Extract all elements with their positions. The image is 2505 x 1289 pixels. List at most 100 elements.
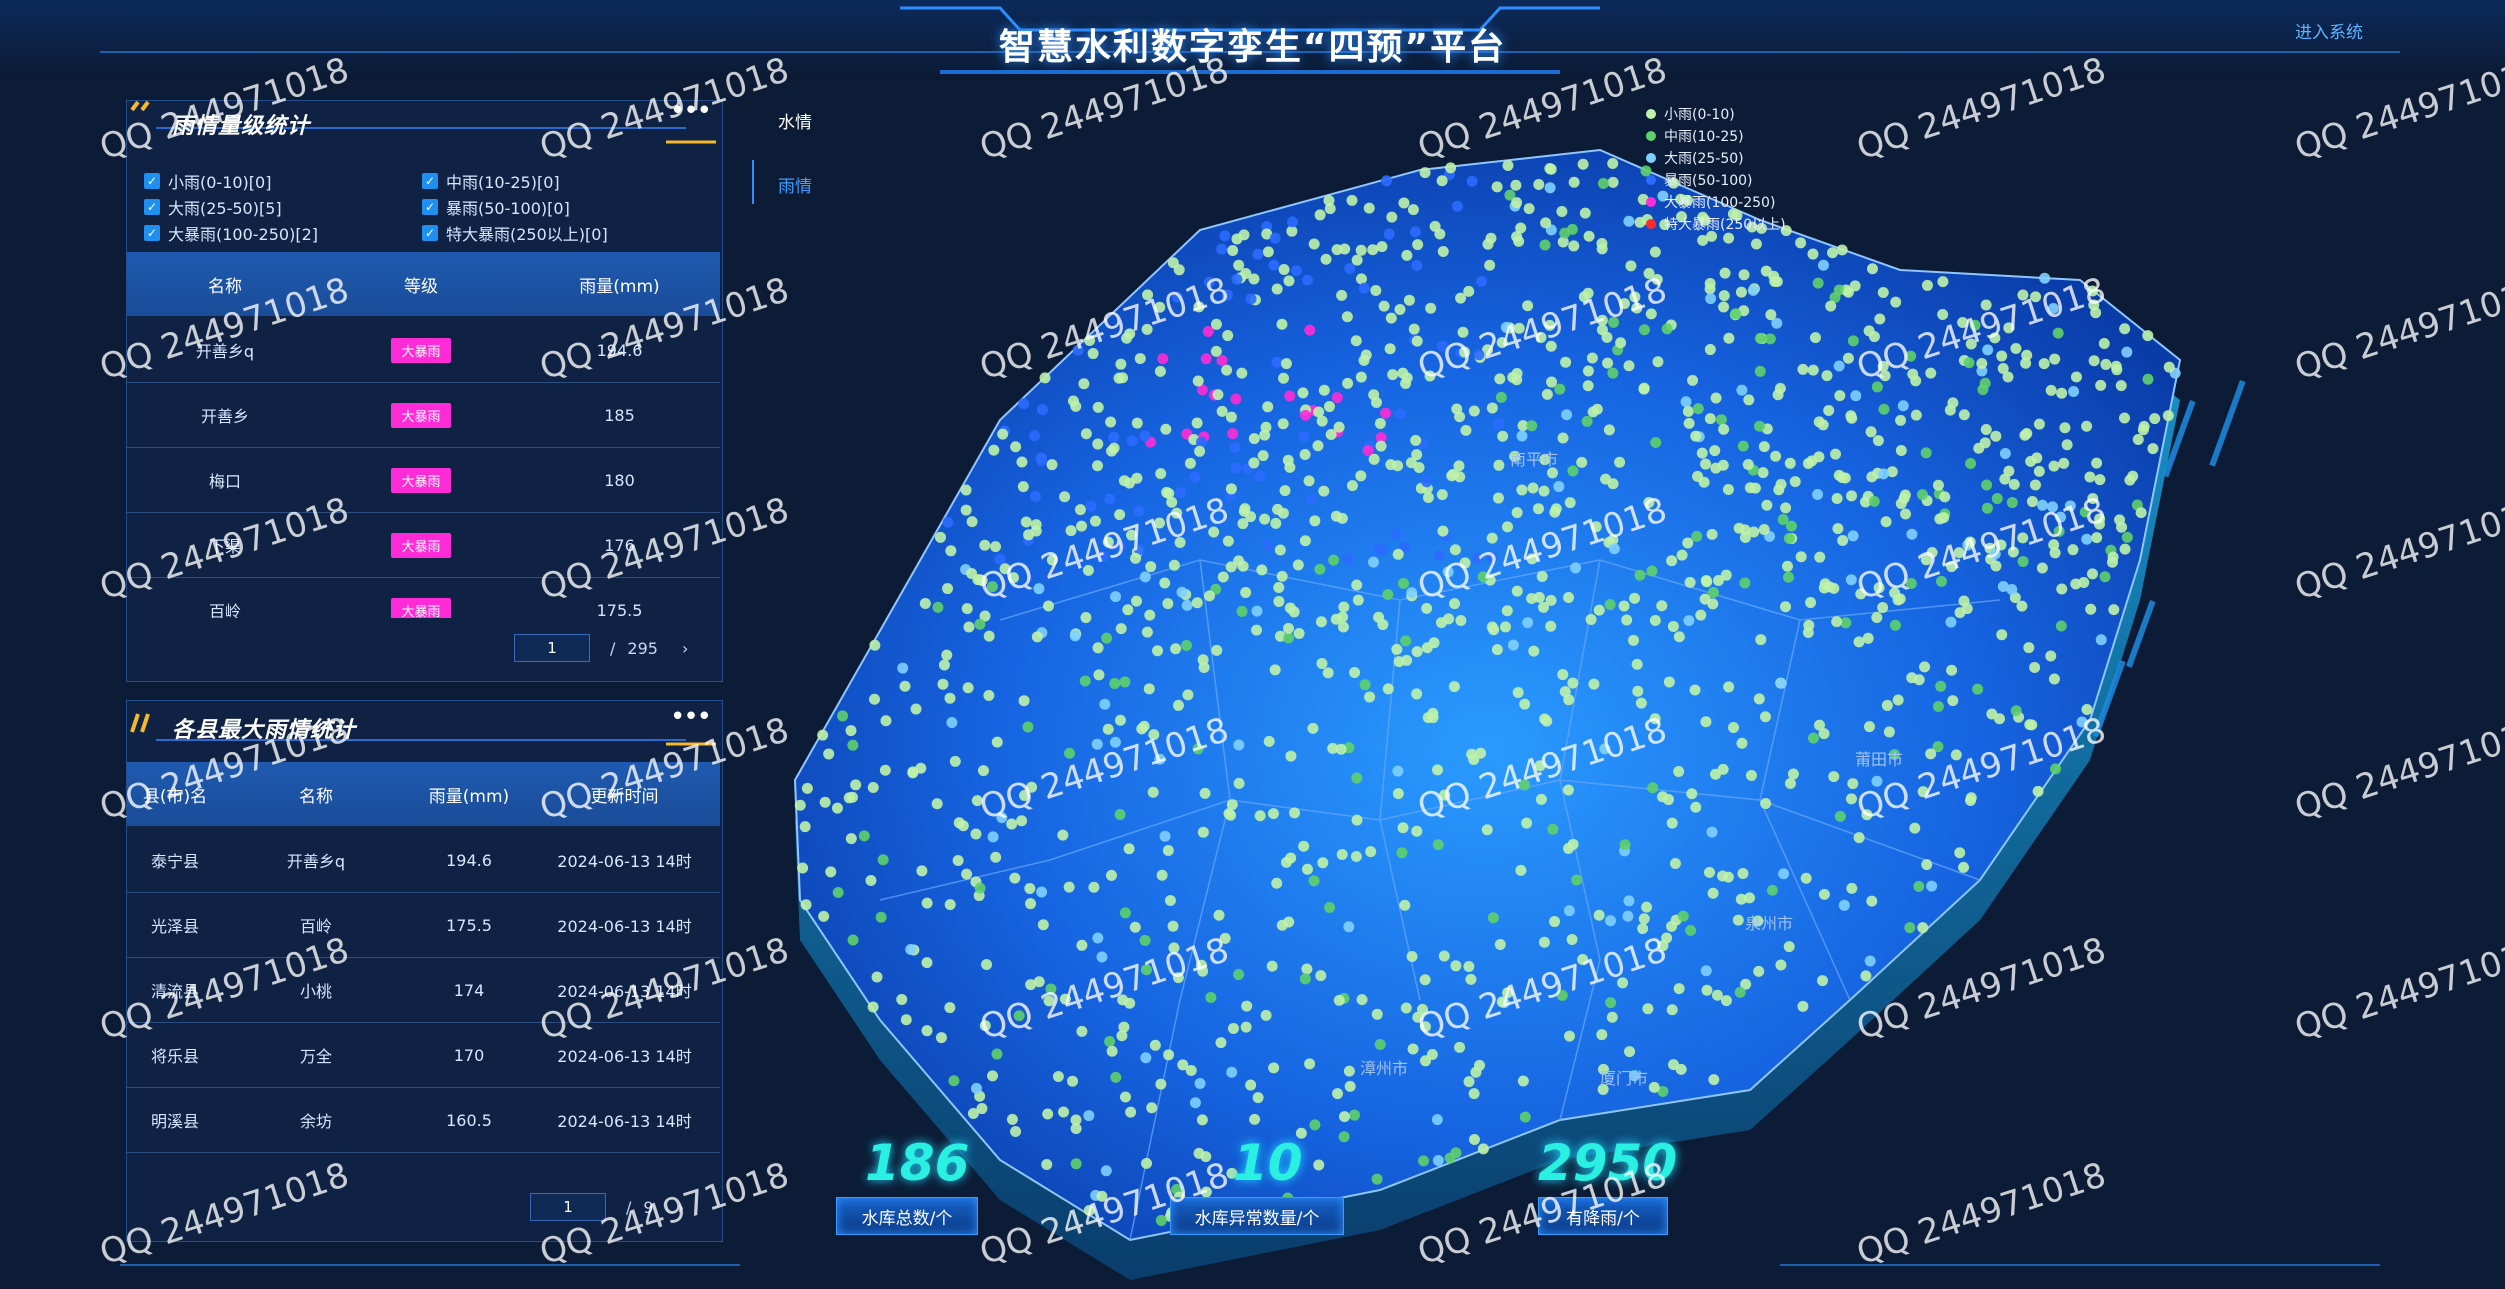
rain-station-marker[interactable] (1411, 259, 1423, 271)
rain-station-marker[interactable] (2058, 457, 2070, 469)
rain-station-marker[interactable] (1070, 1123, 1082, 1135)
rain-station-marker[interactable] (1059, 993, 1071, 1005)
rain-station-marker[interactable] (1119, 1091, 1131, 1103)
rain-station-marker[interactable] (1482, 238, 1494, 250)
table-row[interactable]: 下渠 大暴雨 176 (127, 513, 720, 578)
rain-station-marker[interactable] (1184, 457, 1196, 469)
rain-station-marker[interactable] (1511, 507, 1523, 519)
rain-station-marker[interactable] (1245, 511, 1257, 523)
rain-station-marker[interactable] (1766, 884, 1778, 896)
rain-station-marker[interactable] (946, 716, 958, 728)
rain-station-marker[interactable] (2047, 501, 2059, 513)
rain-station-marker[interactable] (1459, 346, 1471, 358)
rain-station-marker[interactable] (1339, 243, 1351, 255)
legend-heavy-rain[interactable]: 大雨(25-50) (1646, 148, 1744, 168)
rain-station-marker[interactable] (1950, 749, 1962, 761)
rain-station-marker[interactable] (1756, 222, 1768, 234)
rain-station-marker[interactable] (991, 736, 1003, 748)
rain-station-marker[interactable] (1863, 721, 1875, 733)
rain-station-marker[interactable] (1355, 470, 1367, 482)
rain-station-marker[interactable] (1607, 367, 1619, 379)
rain-station-marker[interactable] (1517, 420, 1529, 432)
rain-station-marker[interactable] (1113, 372, 1125, 384)
rain-station-marker[interactable] (1358, 354, 1370, 366)
rain-station-marker[interactable] (1176, 586, 1188, 598)
rain-station-marker[interactable] (1421, 602, 1433, 614)
rain-station-marker[interactable] (1627, 634, 1639, 646)
rain-station-marker[interactable] (1230, 393, 1242, 405)
rain-station-marker[interactable] (1666, 555, 1678, 567)
rain-station-marker[interactable] (1576, 456, 1588, 468)
rain-station-marker[interactable] (1436, 340, 1448, 352)
rain-station-marker[interactable] (1521, 817, 1533, 829)
rain-station-marker[interactable] (1828, 582, 1840, 594)
rain-station-marker[interactable] (1273, 595, 1285, 607)
rain-station-marker[interactable] (1304, 1058, 1316, 1070)
rain-station-marker[interactable] (1691, 530, 1703, 542)
rain-station-marker[interactable] (1348, 1109, 1360, 1121)
rain-station-marker[interactable] (1634, 569, 1646, 581)
rain-station-marker[interactable] (1351, 814, 1363, 826)
rain-station-marker[interactable] (1284, 602, 1296, 614)
rain-station-marker[interactable] (1374, 418, 1386, 430)
rain-station-marker[interactable] (1557, 432, 1569, 444)
rain-station-marker[interactable] (1905, 577, 1917, 589)
rain-station-marker[interactable] (1897, 400, 1909, 412)
rain-station-marker[interactable] (1603, 424, 1615, 436)
rain-station-marker[interactable] (1652, 356, 1664, 368)
rain-station-marker[interactable] (1016, 815, 1028, 827)
rain-station-marker[interactable] (1233, 259, 1245, 271)
rain-station-marker[interactable] (1648, 1081, 1660, 1093)
rain-station-marker[interactable] (1352, 594, 1364, 606)
rain-station-marker[interactable] (1118, 1021, 1130, 1033)
rain-station-marker[interactable] (1523, 203, 1535, 215)
rain-station-marker[interactable] (1638, 913, 1650, 925)
rain-station-marker[interactable] (1164, 894, 1176, 906)
rain-station-marker[interactable] (1043, 995, 1055, 1007)
rain-station-marker[interactable] (1909, 822, 1921, 834)
rain-station-marker[interactable] (1163, 1049, 1175, 1061)
rain-station-marker[interactable] (1500, 621, 1512, 633)
rain-station-marker[interactable] (1046, 459, 1058, 471)
rain-station-marker[interactable] (1195, 436, 1207, 448)
rain-station-marker[interactable] (1935, 680, 1947, 692)
checkbox-icon[interactable]: ✓ (144, 199, 160, 215)
rain-station-marker[interactable] (1144, 609, 1156, 621)
rain-station-marker[interactable] (1539, 239, 1551, 251)
rain-station-marker[interactable] (1563, 842, 1575, 854)
rain-station-marker[interactable] (1160, 423, 1172, 435)
rain-station-marker[interactable] (1981, 479, 1993, 491)
rain-station-marker[interactable] (2038, 358, 2050, 370)
rain-station-marker[interactable] (1325, 428, 1337, 440)
rain-station-marker[interactable] (1118, 475, 1130, 487)
rain-station-marker[interactable] (1539, 454, 1551, 466)
rain-station-marker[interactable] (1042, 600, 1054, 612)
rain-station-marker[interactable] (1700, 458, 1712, 470)
rain-station-marker[interactable] (837, 710, 849, 722)
rain-station-marker[interactable] (1411, 825, 1423, 837)
rain-station-marker[interactable] (970, 1082, 982, 1094)
rain-station-marker[interactable] (961, 603, 973, 615)
rain-station-marker[interactable] (1313, 1159, 1325, 1171)
rain-station-marker[interactable] (1411, 646, 1423, 658)
rain-station-marker[interactable] (1418, 1155, 1430, 1167)
rain-station-marker[interactable] (1501, 605, 1513, 617)
rain-station-marker[interactable] (1085, 500, 1097, 512)
rain-station-marker[interactable] (2016, 600, 2028, 612)
rain-station-marker[interactable] (1557, 236, 1569, 248)
rain-station-marker[interactable] (1159, 830, 1171, 842)
rain-station-marker[interactable] (1448, 681, 1460, 693)
rain-station-marker[interactable] (2064, 500, 2076, 512)
rain-station-marker[interactable] (1553, 481, 1565, 493)
rain-station-marker[interactable] (1396, 847, 1408, 859)
rain-station-marker[interactable] (1661, 323, 1673, 335)
rain-station-marker[interactable] (1410, 434, 1422, 446)
rain-station-marker[interactable] (938, 659, 950, 671)
rain-station-marker[interactable] (2119, 543, 2131, 555)
rain-station-marker[interactable] (1682, 537, 1694, 549)
rain-station-marker[interactable] (1114, 539, 1126, 551)
rain-station-marker[interactable] (1337, 611, 1349, 623)
rain-station-marker[interactable] (1814, 551, 1826, 563)
rain-station-marker[interactable] (1517, 1075, 1529, 1087)
rain-station-marker[interactable] (1399, 899, 1411, 911)
